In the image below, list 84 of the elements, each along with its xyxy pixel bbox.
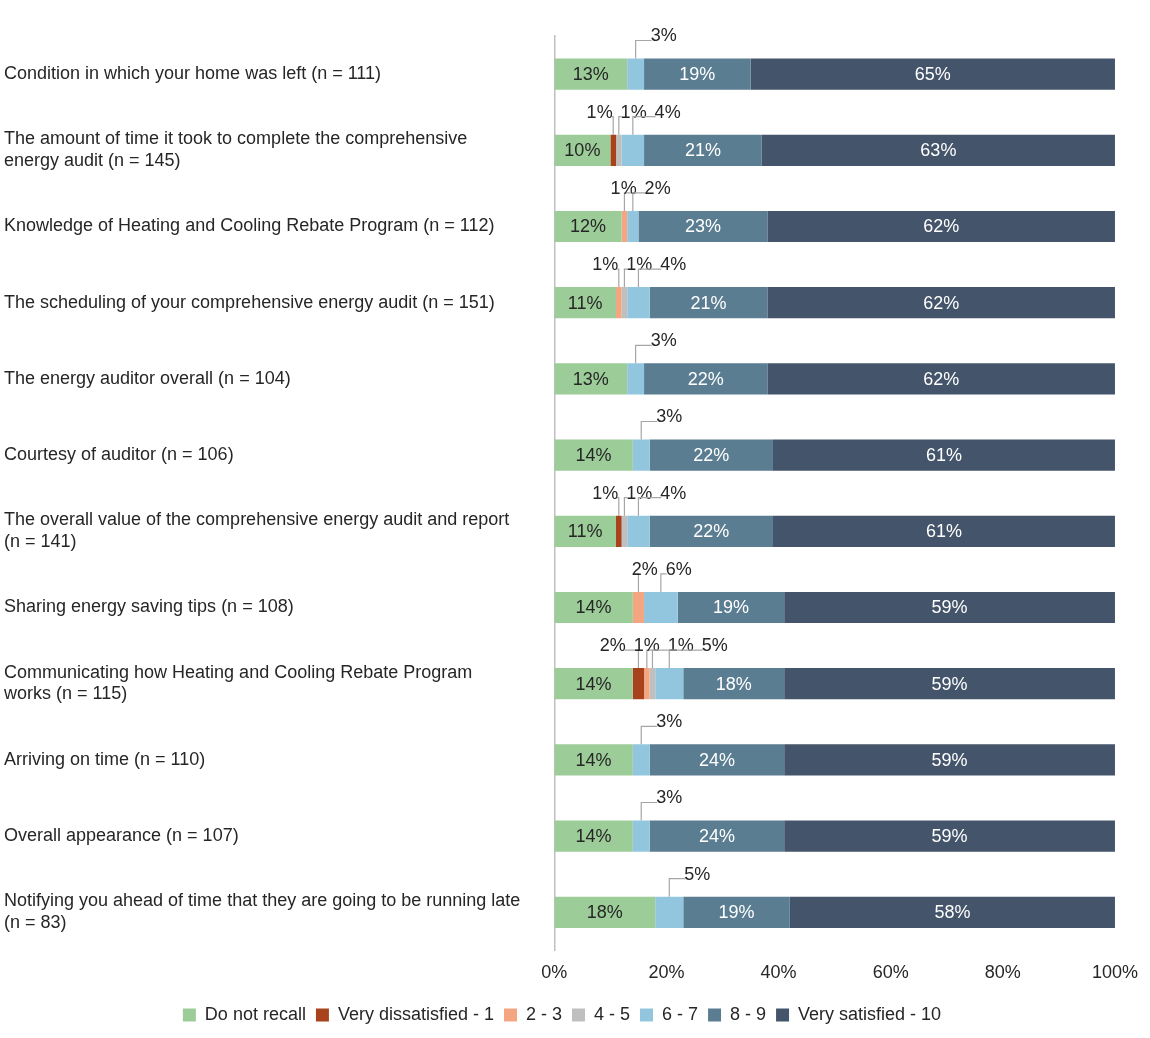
- data-label: 5%: [701, 635, 728, 656]
- y-tick-label: The energy auditor overall (n = 104): [4, 367, 291, 388]
- data-label: 65%: [914, 64, 951, 85]
- y-tick-label: Condition in which your home was left (n = 111): [4, 63, 382, 84]
- y-tick-label: Overall appearance (n = 107): [4, 825, 239, 846]
- x-tick-label: 0%: [541, 962, 568, 983]
- legend-label: Very satisfied - 10: [798, 1003, 942, 1024]
- legend-label: 4 - 5: [594, 1003, 631, 1024]
- data-label: 21%: [684, 140, 721, 161]
- data-label: 1%: [667, 635, 694, 656]
- data-label: 19%: [718, 902, 755, 923]
- data-label: 3%: [650, 25, 677, 46]
- data-label: 1%: [633, 635, 660, 656]
- data-label: 4%: [654, 101, 681, 122]
- data-label: 11%: [567, 521, 603, 542]
- data-label: 63%: [920, 140, 957, 161]
- x-tick-label: 20%: [648, 962, 685, 983]
- data-label: 18%: [586, 902, 623, 923]
- data-label: 1%: [626, 482, 653, 503]
- data-label: 62%: [923, 292, 960, 313]
- data-label: 59%: [931, 673, 968, 694]
- data-label: 2%: [599, 635, 626, 656]
- legend-label: Very dissatisfied - 1: [337, 1003, 494, 1024]
- data-label: 24%: [698, 749, 735, 770]
- data-label: 3%: [656, 787, 683, 808]
- data-label: 1%: [620, 101, 647, 122]
- y-tick-label: The amount of time it took to complete the comprehensive energy audit (n = 145): [4, 128, 468, 171]
- data-label: 59%: [931, 597, 968, 618]
- data-label: 1%: [610, 177, 637, 198]
- y-tick-label: Notifying you ahead of time that they are going to be running late (n = 83): [4, 890, 521, 933]
- legend-label: 6 - 7: [662, 1003, 699, 1024]
- y-tick-label: Communicating how Heating and Cooling Rebate Program works (n = 115): [3, 661, 473, 704]
- data-label: 59%: [931, 826, 968, 847]
- data-label: 2%: [644, 177, 671, 198]
- data-label: 3%: [650, 330, 677, 351]
- data-label: 24%: [698, 826, 735, 847]
- y-tick-label: The overall value of the comprehensive energy audit and report (n = 141): [4, 509, 510, 552]
- data-label: 62%: [923, 368, 960, 389]
- data-label: 3%: [656, 711, 683, 732]
- data-label: 14%: [575, 749, 612, 770]
- data-label: 14%: [575, 826, 612, 847]
- data-label: 11%: [567, 292, 603, 313]
- data-label: 1%: [586, 101, 613, 122]
- data-label: 14%: [575, 445, 612, 466]
- data-label: 58%: [934, 902, 971, 923]
- data-label: 13%: [572, 64, 609, 85]
- data-label: 22%: [687, 368, 724, 389]
- data-label: 21%: [690, 292, 727, 313]
- y-tick-label: Courtesy of auditor (n = 106): [4, 444, 234, 465]
- data-label: 14%: [575, 597, 612, 618]
- legend-label: Do not recall: [204, 1003, 306, 1024]
- data-label: 1%: [626, 254, 653, 275]
- x-tick-label: 40%: [760, 962, 797, 983]
- data-label: 6%: [665, 558, 692, 579]
- data-label: 22%: [693, 521, 730, 542]
- data-label: 12%: [569, 216, 606, 237]
- x-tick-label: 80%: [984, 962, 1021, 983]
- y-tick-label: Knowledge of Heating and Cooling Rebate Program (n = 112): [4, 215, 495, 236]
- data-label: 3%: [656, 406, 683, 427]
- y-tick-label: The scheduling of your comprehensive energy audit (n = 151): [4, 291, 495, 312]
- data-label: 22%: [693, 445, 730, 466]
- data-label: 59%: [931, 749, 968, 770]
- y-tick-label: Sharing energy saving tips (n = 108): [4, 596, 294, 617]
- data-label: 19%: [679, 64, 716, 85]
- data-label: 2%: [631, 558, 658, 579]
- legend-label: 8 - 9: [730, 1003, 767, 1024]
- data-label: 14%: [575, 673, 612, 694]
- data-label: 1%: [592, 482, 619, 503]
- data-label: 62%: [923, 216, 960, 237]
- x-tick-label: 60%: [872, 962, 909, 983]
- data-label: 61%: [925, 521, 962, 542]
- data-label: 23%: [684, 216, 721, 237]
- data-label: 5%: [684, 863, 711, 884]
- legend-label: 2 - 3: [525, 1003, 563, 1024]
- data-label: 18%: [715, 673, 752, 694]
- data-label: 4%: [660, 482, 687, 503]
- x-tick-label: 100%: [1091, 962, 1138, 983]
- data-label: 1%: [592, 254, 619, 275]
- data-label: 4%: [660, 254, 687, 275]
- data-label: 19%: [712, 597, 749, 618]
- data-label: 13%: [572, 368, 609, 389]
- data-label: 61%: [925, 445, 962, 466]
- y-tick-label: Arriving on time (n = 110): [4, 748, 206, 769]
- data-label: 10%: [564, 140, 601, 161]
